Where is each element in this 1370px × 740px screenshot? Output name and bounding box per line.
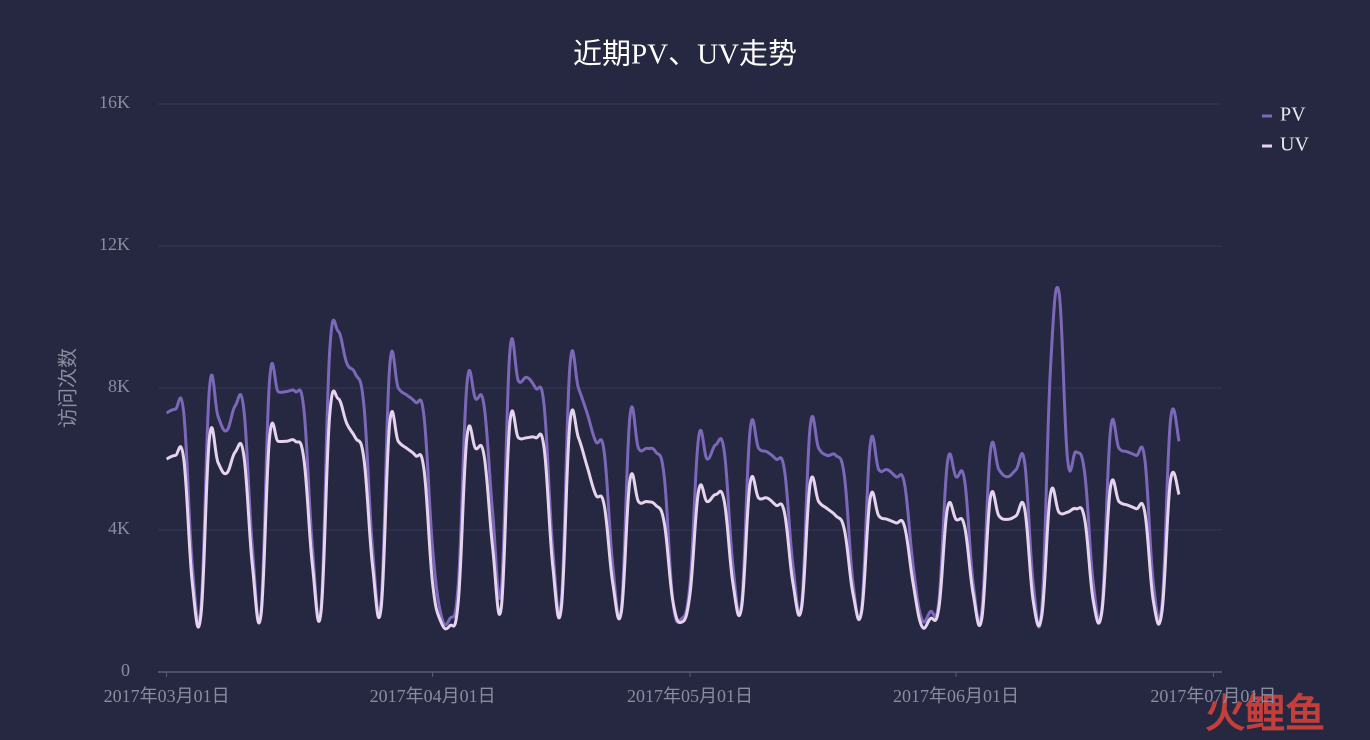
legend-label: UV	[1280, 134, 1309, 156]
y-tick-label: 16K	[99, 92, 130, 112]
legend-label: PV	[1280, 104, 1306, 126]
x-tick-label: 2017年05月01日	[627, 686, 753, 706]
x-tick-label: 2017年04月01日	[370, 686, 496, 706]
x-tick-label: 2017年07月01日	[1150, 686, 1276, 706]
line-series	[165, 285, 1181, 629]
y-tick-label: 8K	[108, 376, 130, 396]
x-tick-label: 2017年06月01日	[893, 686, 1019, 706]
x-tick-label: 2017年03月01日	[104, 686, 230, 706]
line-series	[165, 389, 1181, 631]
y-tick-label: 4K	[108, 518, 130, 538]
y-tick-label: 0	[121, 660, 130, 680]
chart-title: 近期PV、UV走势	[573, 38, 797, 71]
y-tick-label: 12K	[99, 234, 130, 254]
watermark: 火鲤鱼	[1205, 691, 1325, 736]
y-axis-label: 访问次数	[57, 348, 80, 428]
